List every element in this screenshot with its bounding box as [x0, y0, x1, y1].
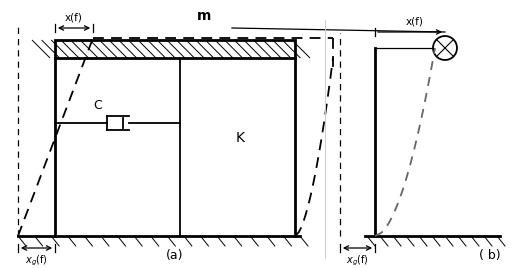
Text: C: C	[94, 99, 103, 112]
Text: x(f): x(f)	[65, 12, 83, 22]
Text: m: m	[197, 9, 211, 23]
Text: K: K	[235, 131, 245, 145]
Text: x(f): x(f)	[406, 17, 424, 27]
Text: $x_g$(f): $x_g$(f)	[346, 254, 369, 268]
Bar	[55, 40, 295, 58]
Text: (a): (a)	[166, 249, 184, 262]
Text: ( b): ( b)	[479, 249, 501, 262]
Text: $x_g$(f): $x_g$(f)	[25, 254, 48, 268]
